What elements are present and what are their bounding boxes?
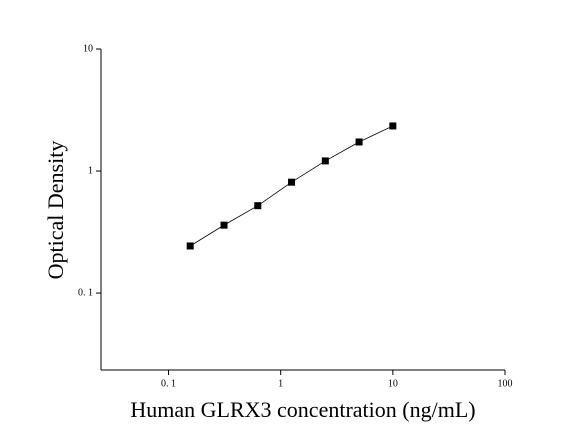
point: [186, 242, 194, 250]
point: [355, 138, 363, 146]
x-tick-label: 0. 1: [161, 378, 176, 389]
x-axis-title: Human GLRX3 concentration (ng/mL): [130, 397, 475, 422]
y-tick-label: 0. 1: [78, 287, 93, 298]
y-axis-title: Optical Density: [43, 141, 68, 280]
y-tick-label: 1: [88, 165, 93, 176]
point: [321, 157, 329, 165]
point: [220, 221, 228, 229]
x-tick-label: 100: [498, 378, 513, 389]
point: [288, 178, 296, 186]
point: [389, 122, 397, 130]
point: [254, 202, 262, 210]
y-tick-label: 10: [83, 43, 93, 54]
x-tick-label: 1: [278, 378, 283, 389]
x-tick-label: 10: [388, 378, 398, 389]
